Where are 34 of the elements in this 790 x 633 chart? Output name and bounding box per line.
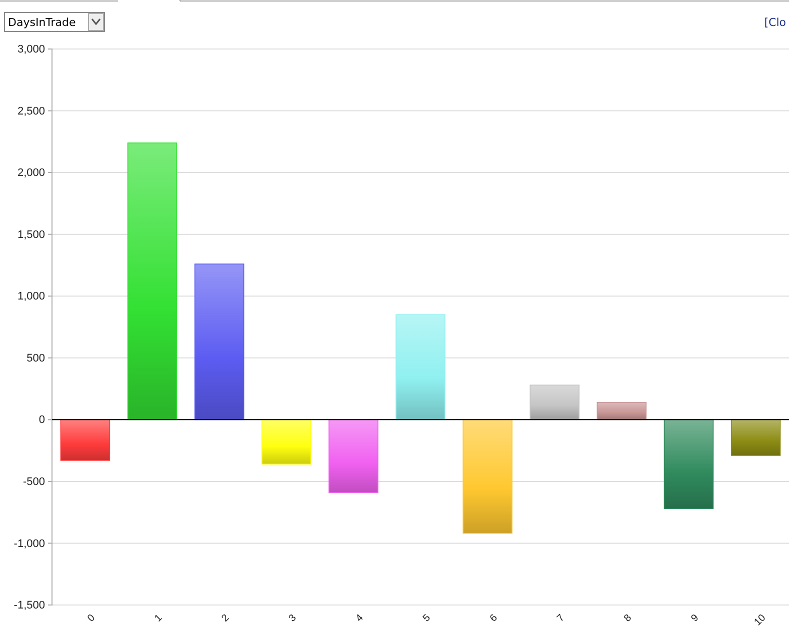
bar <box>127 142 178 420</box>
bar <box>730 419 781 456</box>
y-tick-label: 3,000 <box>17 44 45 56</box>
x-tick-label: 9 <box>689 612 702 624</box>
bar <box>262 419 312 465</box>
text: [Clo <box>764 16 786 29</box>
y-tick-label: -500 <box>22 476 45 488</box>
y-tick-label: 0 <box>38 414 45 426</box>
y-tick-label: 2,000 <box>17 167 45 180</box>
bar <box>60 419 110 461</box>
x-tick-label: 10 <box>752 612 768 628</box>
x-tick-label: 2 <box>220 612 232 624</box>
text: DaysInTrade <box>8 16 76 29</box>
x-tick-label: 7 <box>555 612 568 624</box>
y-tick-label: -1,000 <box>14 538 45 550</box>
bar <box>530 384 580 420</box>
y-tick-label: -1,500 <box>14 600 45 612</box>
bar <box>664 419 714 510</box>
x-tick-label: 3 <box>286 612 299 624</box>
bar <box>462 419 512 534</box>
bar <box>396 314 446 420</box>
x-tick-label: 6 <box>488 612 500 624</box>
x-tick-label: 5 <box>421 612 434 624</box>
y-tick-label: 1,500 <box>17 228 45 241</box>
y-tick-label: 500 <box>26 352 45 364</box>
x-tick-label: 8 <box>622 612 634 624</box>
bar <box>596 402 647 420</box>
bar <box>328 419 378 493</box>
y-tick-label: 2,500 <box>17 105 45 118</box>
y-tick-label: 1,000 <box>17 290 45 303</box>
x-tick-label: 0 <box>86 612 98 624</box>
x-tick-label: 1 <box>152 612 165 624</box>
x-tick-label: 4 <box>354 612 366 624</box>
bar <box>194 264 244 420</box>
